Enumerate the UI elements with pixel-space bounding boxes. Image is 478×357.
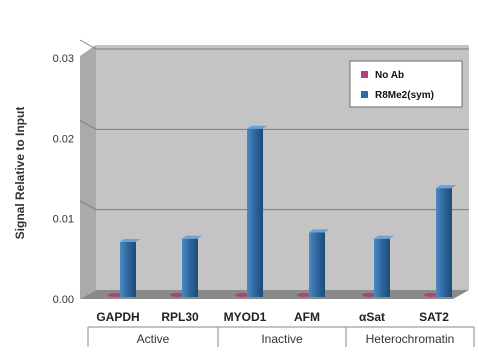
y-tick-label: 0.03	[53, 53, 74, 65]
y-tick-label: 0.02	[53, 133, 74, 145]
group-label: Heterochromatin	[366, 332, 455, 346]
gridlines	[79, 39, 469, 211]
gridline	[79, 39, 97, 50]
bar-r8me2-top	[182, 235, 202, 239]
bar-r8me2-top	[247, 125, 267, 129]
bars	[108, 125, 456, 297]
y-tick-label: 0.01	[53, 214, 74, 226]
legend: No Ab R8Me2(sym)	[349, 60, 463, 108]
y-tick-label: 0.00	[53, 294, 74, 306]
y-axis-label: Signal Relative to Input	[13, 107, 27, 240]
bar-no-ab	[170, 293, 184, 297]
chart-side-wall	[80, 45, 96, 299]
bar-r8me2-top	[374, 235, 394, 239]
x-tick-label: SAT2	[419, 310, 449, 324]
bar-r8me2	[120, 241, 136, 297]
x-axis-category-labels: GAPDH RPL30 MYOD1 AFM αSat SAT2	[96, 310, 449, 324]
x-tick-label: MYOD1	[224, 310, 267, 324]
x-axis-group-labels: Active Inactive Heterochromatin	[87, 326, 475, 347]
gridline	[79, 119, 97, 130]
legend-label-r8me2: R8Me2(sym)	[375, 90, 434, 101]
x-tick-label: AFM	[294, 310, 320, 324]
bar-no-ab	[362, 293, 376, 297]
bar-no-ab	[297, 293, 311, 297]
bar-r8me2	[309, 232, 325, 297]
gridline	[79, 200, 97, 211]
legend-swatch-r8me2	[361, 91, 368, 98]
x-tick-label: αSat	[359, 310, 385, 324]
bar-no-ab	[235, 293, 249, 297]
bar-r8me2-top	[309, 229, 329, 233]
x-tick-label: GAPDH	[96, 310, 139, 324]
y-axis-ticks: 0.00 0.01 0.02 0.03	[53, 53, 74, 306]
bar-r8me2	[182, 238, 198, 297]
bar-no-ab	[108, 293, 122, 297]
bar-r8me2-top	[436, 185, 456, 189]
legend-box	[349, 60, 463, 108]
chart-floor	[80, 290, 469, 299]
bar-r8me2	[436, 188, 452, 297]
bar-r8me2	[374, 238, 390, 297]
legend-swatch-no-ab	[361, 71, 368, 78]
group-label: Inactive	[261, 332, 303, 346]
bar-r8me2-top	[120, 238, 140, 242]
group-label: Active	[137, 332, 170, 346]
bar-no-ab	[424, 293, 438, 297]
bar-r8me2	[247, 128, 263, 297]
legend-label-no-ab: No Ab	[375, 70, 404, 81]
x-tick-label: RPL30	[161, 310, 199, 324]
